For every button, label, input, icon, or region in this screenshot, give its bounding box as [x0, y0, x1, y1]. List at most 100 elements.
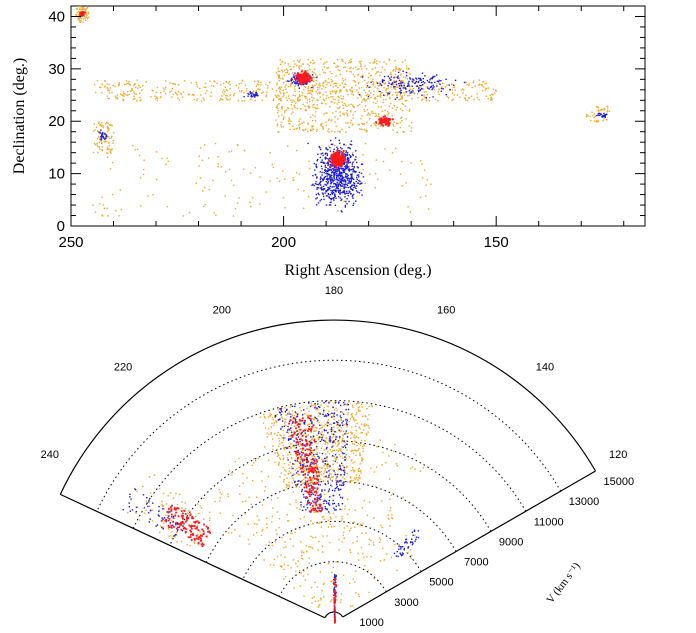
- blue-point: [336, 185, 338, 187]
- orange-point: [96, 80, 99, 82]
- blue-point: [323, 198, 325, 201]
- orange-point: [106, 148, 109, 151]
- orange-point: [245, 500, 247, 502]
- orange-point: [346, 449, 348, 451]
- blue-point: [129, 510, 131, 512]
- blue-point: [327, 169, 329, 172]
- orange-point: [350, 66, 352, 69]
- blue-point: [328, 169, 330, 172]
- red-point: [333, 611, 336, 614]
- orange-point: [311, 482, 314, 484]
- orange-point: [355, 454, 357, 456]
- orange-point: [117, 98, 119, 100]
- blue-point: [330, 169, 332, 172]
- blue-point: [417, 536, 420, 539]
- orange-point: [389, 510, 391, 512]
- orange-point: [350, 477, 352, 479]
- orange-point: [279, 59, 281, 61]
- orange-point: [288, 481, 290, 484]
- orange-point: [181, 501, 183, 503]
- orange-point: [357, 410, 360, 412]
- blue-point: [332, 433, 335, 436]
- orange-point: [274, 420, 277, 422]
- orange-point: [106, 83, 108, 85]
- blue-point: [310, 461, 312, 464]
- red-point: [313, 482, 316, 485]
- red-point: [383, 115, 386, 118]
- orange-point: [275, 529, 277, 531]
- orange-point: [376, 115, 378, 117]
- orange-point: [377, 106, 380, 108]
- orange-point: [106, 87, 108, 89]
- orange-point: [312, 62, 314, 65]
- orange-point: [294, 444, 296, 447]
- orange-point: [162, 505, 165, 507]
- orange-point: [277, 454, 280, 456]
- orange-point: [321, 590, 323, 592]
- orange-point: [344, 441, 346, 444]
- blue-point: [418, 89, 420, 91]
- red-point: [335, 159, 338, 162]
- orange-point: [274, 415, 276, 417]
- orange-point: [173, 83, 175, 85]
- blue-point: [335, 438, 337, 440]
- orange-point: [145, 81, 147, 83]
- orange-point: [319, 96, 321, 98]
- blue-point: [326, 456, 328, 458]
- orange-point: [287, 520, 289, 522]
- blue-point: [351, 177, 353, 179]
- orange-point: [389, 96, 391, 98]
- orange-point: [596, 106, 599, 108]
- blue-point: [348, 170, 350, 172]
- orange-point: [306, 414, 308, 416]
- blue-point: [336, 480, 338, 482]
- orange-point: [351, 413, 353, 415]
- orange-point: [325, 81, 327, 83]
- orange-point: [311, 84, 313, 87]
- orange-point: [323, 411, 325, 413]
- blue-point: [463, 81, 466, 84]
- blue-point: [297, 436, 300, 438]
- orange-point: [323, 113, 325, 115]
- orange-point: [302, 103, 304, 106]
- orange-point: [370, 92, 372, 94]
- orange-point: [393, 83, 395, 86]
- blue-point: [332, 422, 335, 424]
- orange-point: [135, 506, 137, 509]
- orange-point: [197, 98, 199, 100]
- orange-point: [99, 86, 102, 89]
- blue-point: [306, 504, 308, 506]
- orange-point: [331, 437, 333, 439]
- red-point: [167, 519, 170, 522]
- orange-point: [351, 124, 354, 126]
- orange-point: [303, 458, 305, 460]
- orange-point: [339, 106, 341, 108]
- blue-point: [294, 481, 296, 484]
- orange-point: [336, 59, 339, 61]
- orange-point: [220, 98, 222, 100]
- red-point: [201, 545, 204, 547]
- blue-point: [366, 85, 369, 87]
- red-point: [334, 600, 336, 603]
- orange-point: [367, 431, 369, 433]
- orange-point: [355, 474, 358, 476]
- orange-point: [235, 84, 237, 86]
- orange-point: [358, 470, 360, 473]
- blue-point: [325, 500, 327, 502]
- blue-point: [296, 439, 298, 441]
- red-point: [296, 450, 298, 453]
- orange-point: [361, 406, 364, 408]
- orange-point: [283, 434, 285, 436]
- orange-point: [333, 83, 335, 85]
- red-point: [313, 440, 316, 443]
- blue-point: [316, 197, 318, 199]
- blue-point: [336, 476, 338, 478]
- blue-point: [329, 174, 331, 176]
- blue-point: [353, 182, 356, 185]
- blue-point: [101, 138, 103, 140]
- blue-point: [320, 176, 322, 178]
- orange-point: [335, 82, 338, 85]
- blue-point: [397, 75, 399, 77]
- orange-point: [314, 457, 317, 459]
- orange-point: [199, 531, 201, 533]
